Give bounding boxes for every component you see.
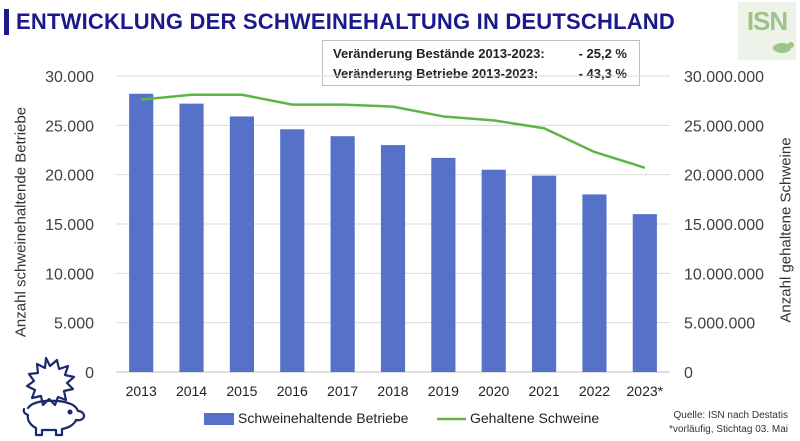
bar-2018 [380, 145, 406, 372]
logo-pig-icon [773, 42, 794, 53]
x-tick-label: 2022 [579, 383, 610, 399]
x-tick-label: 2018 [377, 383, 408, 399]
y-tick-left: 25.000 [45, 118, 94, 135]
x-tick-label: 2014 [176, 383, 207, 399]
bar-2022 [582, 194, 607, 372]
x-tick-label: 2017 [327, 383, 358, 399]
x-tick-label: 2023* [627, 383, 664, 399]
source-line: Quelle: ISN nach Destatis [673, 410, 789, 421]
source-note: Quelle: ISN nach Destatis *vorläufig, St… [669, 409, 788, 437]
page-title: ENTWICKLUNG DER SCHWEINEHALTUNG IN DEUTS… [16, 9, 675, 34]
isn-logo: ISN [738, 2, 796, 60]
y-tick-right: 15.000.000 [684, 217, 764, 234]
footnote-line: *vorläufig, Stichtag 03. Mai [669, 424, 788, 435]
x-tick-label: 2020 [478, 383, 509, 399]
bar-2023* [632, 214, 657, 372]
x-tick-label: 2016 [277, 383, 308, 399]
y-tick-left: 20.000 [45, 168, 94, 185]
y-tick-left: 15.000 [45, 217, 94, 234]
y-tick-right: 0 [684, 365, 693, 382]
bar-2015 [229, 116, 254, 372]
title-accent-bar [4, 9, 9, 35]
x-tick-label: 2019 [428, 383, 459, 399]
x-tick-label: 2015 [226, 383, 257, 399]
bar-2017 [330, 136, 355, 372]
y-tick-left: 30.000 [45, 69, 94, 86]
y-tick-right: 30.000.000 [684, 69, 764, 86]
bar-2013 [129, 93, 154, 372]
info-label-bestaende: Veränderung Bestände 2013-2023: [333, 46, 545, 61]
legend-bar-swatch [204, 413, 234, 425]
y-tick-right: 5.000.000 [684, 316, 755, 333]
y-tick-left: 0 [85, 365, 94, 382]
pig-outline-icon [22, 356, 86, 437]
bar-2019 [431, 157, 456, 372]
info-value-betriebe: - 43,3 % [578, 66, 627, 81]
bar-2016 [280, 129, 305, 372]
legend-label-betriebe: Schweinehaltende Betriebe [238, 410, 409, 426]
y-tick-left: 5.000 [54, 316, 94, 333]
x-tick-label: 2021 [529, 383, 560, 399]
bar-2014 [179, 103, 204, 373]
bar-2020 [481, 169, 506, 372]
info-value-bestaende: - 25,2 % [578, 46, 627, 61]
legend [204, 413, 466, 425]
change-info-box: Veränderung Bestände 2013-2023: - 25,2 %… [322, 40, 640, 86]
bar-2021 [532, 175, 557, 372]
y-tick-right: 25.000.000 [684, 118, 764, 135]
info-label-betriebe: Veränderung Betriebe 2013-2023: [333, 66, 539, 81]
y-tick-right: 10.000.000 [684, 266, 764, 283]
logo-text: ISN [746, 6, 788, 36]
y-tick-left: 10.000 [45, 266, 94, 283]
y-tick-right: 20.000.000 [684, 168, 764, 185]
x-tick-label: 2013 [126, 383, 157, 399]
legend-label-schweine: Gehaltene Schweine [470, 410, 600, 426]
